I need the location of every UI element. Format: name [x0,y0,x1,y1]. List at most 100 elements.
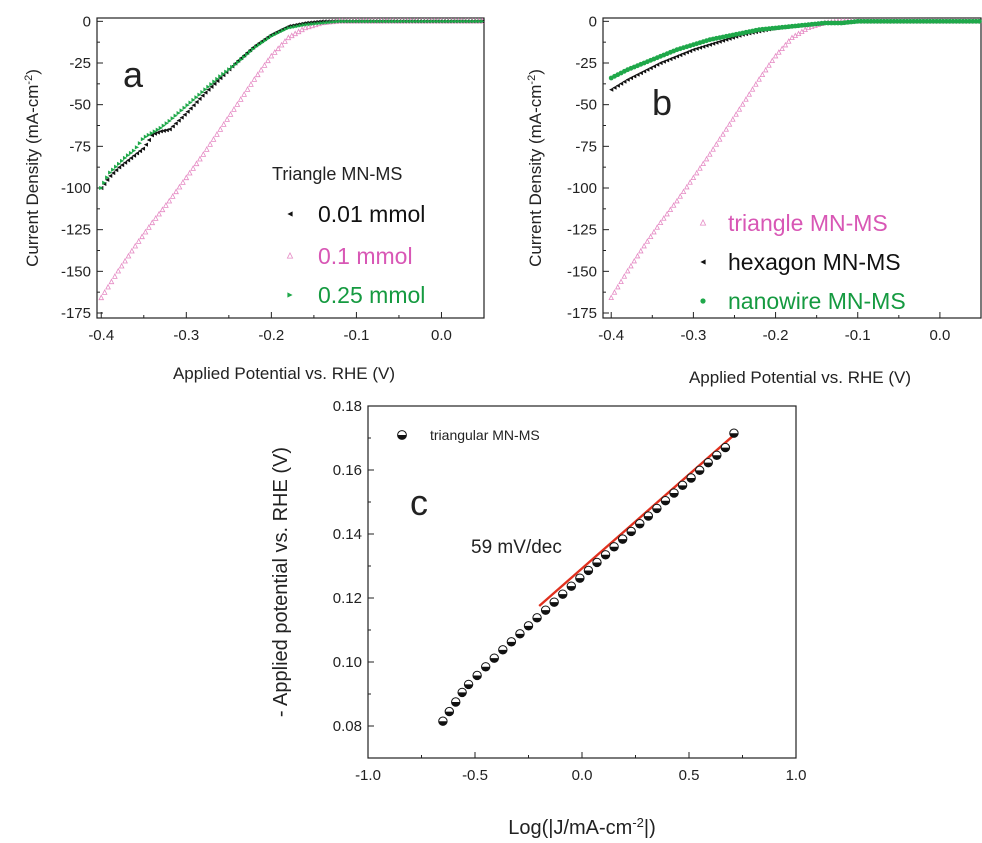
panel-a-series-0.25-point [402,19,407,24]
panel-a-series-0.25-point [396,19,402,24]
panel-a-series-0.01-point [218,75,223,81]
panel-b-series-nanowire-point [904,18,910,24]
panel-c-data-point [523,621,534,631]
panel-c-legend-marker-fill [397,435,407,440]
panel-a-series-0.25-point [191,97,196,103]
panel-c-data-point [540,605,551,615]
panel-a-series-0.1-point [193,160,200,167]
panel-b-series-hexagon-point [658,60,663,66]
panel-a-series-0.25-point [331,19,336,25]
panel-c-data-point [457,687,467,698]
panel-a-series-0.25-point [280,28,285,33]
panel-a-series-0.25-point [373,19,378,24]
panel-a-series-0.01-point [149,133,154,138]
panel-a-series-0.1-point [197,155,203,162]
panel-a-series-0.01-point [188,106,193,111]
panel-a-series-0.1-point [142,228,149,235]
panel-a-series-0.01-point [140,146,146,151]
panel-b-series-hexagon-point [697,45,703,50]
panel-c-data-point-fill [558,594,567,599]
panel-c-data-point-fill [721,447,730,452]
panel-a-series-0.25-point [444,19,449,24]
panel-a-series-0.01-point [200,93,205,98]
panel-b-series-triangle-point [684,183,690,190]
panel-b-series-nanowire-point [917,18,923,24]
panel-a-series-0.25-point [292,24,297,29]
panel-c-data-point-fill [644,516,653,521]
panel-b-series-nanowire-point [888,18,894,24]
panel-c-x-tick-label: 0.0 [572,767,593,784]
panel-b-y-tick-label: -100 [567,180,597,197]
panel-a-series-0.1-point [220,121,227,127]
panel-a-series-0.1-point [261,62,268,68]
panel-b-y-tick-label: -75 [575,138,597,155]
panel-b-series-hexagon-point [671,55,676,60]
panel-a-series-0.1-point [200,151,207,157]
panel-a-series-0.25-point [131,148,137,153]
panel-a-series-0.1-point [163,202,169,208]
panel-b-legend-label: triangle MN-MS [728,210,888,236]
panel-c-data-point [600,550,611,560]
panel-a-series-0.25-point [152,129,157,134]
panel-a-series-0.25-point [146,132,151,138]
panel-a-series-0.01-point [170,124,175,129]
panel-a-series-0.1-point [146,224,152,230]
panel-b-series-nanowire-point [934,18,940,24]
panel-c-data-point [617,534,628,544]
panel-b-series-hexagon-point [612,85,617,90]
panel-b-series-nanowire-point [855,18,861,24]
panel-c-y-tick-label: 0.08 [333,718,362,735]
panel-a-series-0.25-point [352,19,357,24]
panel-a-series-0.1-point [135,238,142,244]
panel-b-series-hexagon-point [625,77,630,82]
panel-a-series-0.25-point [319,20,324,26]
panel-a-series-0.01-point [114,167,119,173]
panel-c-x-axis-label: Log(|J/mA-cm-2|) [508,815,656,840]
panel-c-x-tick-label: -1.0 [355,767,381,784]
panel-a-series-0.25-point [99,185,104,191]
panel-b-letter: b [652,82,672,123]
panel-b-series-nanowire-point [832,20,838,26]
panel-a-y-tick-label: 0 [83,13,91,30]
panel-b-series-hexagon-point [684,50,689,55]
panel-b-series-nanowire-point [878,18,884,24]
panel-b-series-nanowire-point [950,18,956,24]
panel-a-series-0.25-point [188,100,193,105]
panel-b-series-hexagon-point [618,81,624,86]
panel-a-series-0.01-point [173,121,178,126]
panel-a-series-0.25-point [239,57,244,62]
panel-a-series-0.1-point [282,38,288,44]
panel-a-series-0.01-point [209,84,214,89]
panel-b-series-nanowire-point [825,20,831,26]
panel-a-series-0.25-point [265,36,271,41]
panel-c-data-point [444,706,455,717]
panel-c-x-tick-label: 0.5 [679,767,700,784]
panel-b-series-nanowire-point [970,18,976,24]
panel-b-series-triangle-point [808,23,815,29]
panel-a-series-0.25-point [209,82,214,87]
panel-a-series-0.25-point [200,89,205,95]
panel-b-x-tick-label: -0.2 [763,327,789,344]
panel-a-series-0.1-point [122,257,128,264]
panel-a-series-0.01-point [182,112,187,117]
panel-b-series-hexagon-point [645,67,650,72]
panel-a-series-0.25-point [268,34,274,39]
panel-a-series-0.1-point [278,41,285,48]
panel-c-y-axis-label: - Applied potential vs. RHE (V) [270,447,292,717]
panel-a-series-0.25-point [140,137,146,142]
panel-b-series-triangle-point [703,155,710,162]
panel-b-series-nanowire-point [914,18,920,24]
panel-a-series-0.25-point [346,19,351,24]
panel-a-series-0.25-point [417,19,422,24]
panel-c-data-point-fill [451,702,460,707]
panel-b-series-nanowire-point [911,18,917,24]
panel-b-series-hexagon-point [691,47,696,52]
panel-b-legend-marker [699,219,707,226]
panel-b-series-triangle-point [769,57,776,63]
panel-c-data-point [695,465,705,476]
panel-b-series-nanowire-point [875,18,880,24]
panel-a-legend-marker [287,211,293,217]
panel-a-series-0.25-point [197,92,202,97]
panel-a-series-0.01-point [122,160,128,165]
panel-b-series-triangle-point [647,233,654,239]
